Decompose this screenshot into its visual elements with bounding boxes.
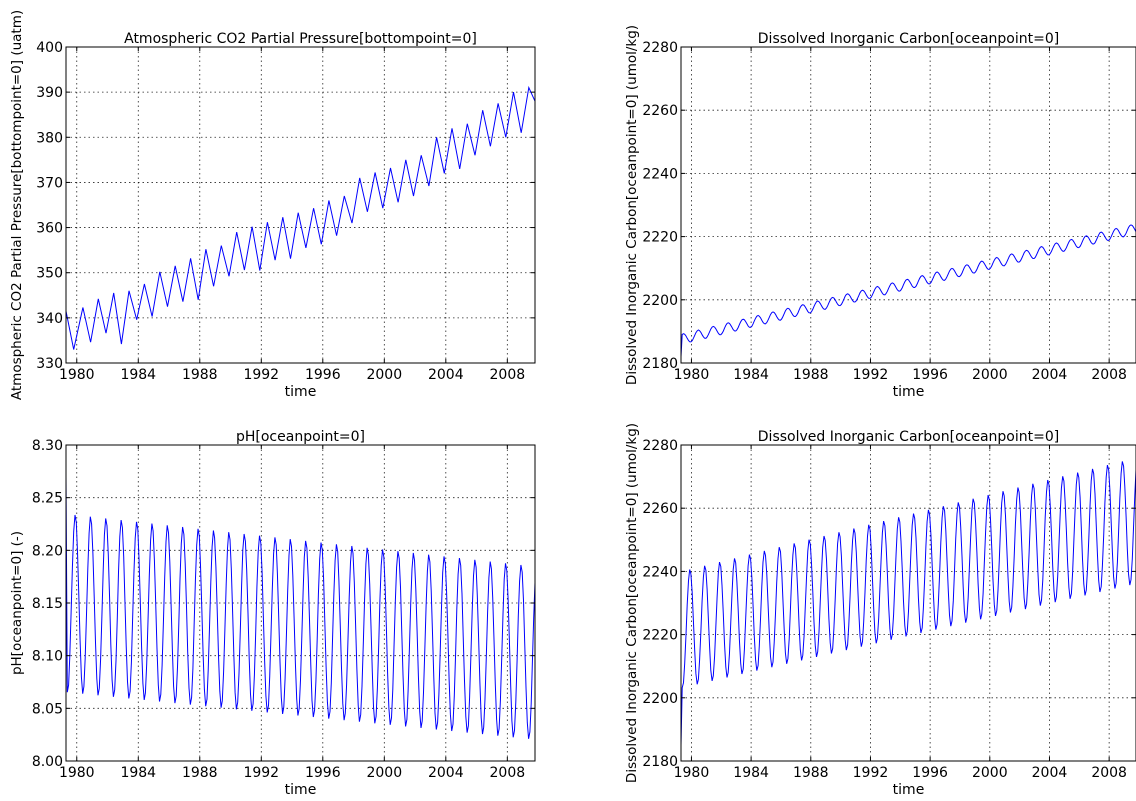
x-tick-label: 2000 bbox=[972, 367, 1008, 383]
x-tick-label: 2000 bbox=[972, 765, 1008, 781]
x-tick-label: 2004 bbox=[428, 765, 464, 781]
y-tick-label: 8.15 bbox=[32, 596, 63, 612]
y-tick-label: 380 bbox=[36, 130, 63, 146]
x-tick-label: 2000 bbox=[366, 765, 402, 781]
x-tick-label: 1980 bbox=[674, 765, 710, 781]
x-tick-label: 1996 bbox=[305, 765, 341, 781]
series-line bbox=[66, 85, 535, 350]
y-axis-label: Dissolved Inorganic Carbon[oceanpoint=0]… bbox=[624, 423, 640, 783]
x-tick-label: 1984 bbox=[733, 765, 769, 781]
y-tick-label: 340 bbox=[36, 311, 63, 327]
x-tick-label: 2008 bbox=[1091, 765, 1127, 781]
y-tick-label: 2180 bbox=[642, 356, 678, 372]
chart-1: 1980 1984 1988 1992 1996 2000 2004 2008 330 340 35… bbox=[9, 10, 536, 400]
y-axis-label: pH[oceanpoint=0] (-) bbox=[9, 531, 25, 675]
x-tick-label: 1988 bbox=[182, 367, 218, 383]
y-tick-label: 360 bbox=[36, 221, 63, 237]
y-axis-label: Atmospheric CO2 Partial Pressure[bottomp… bbox=[9, 10, 25, 400]
chart-title: pH[oceanpoint=0] bbox=[236, 429, 365, 445]
chart-4: 1980 1984 1988 1992 1996 2000 2004 2008 2180 2200… bbox=[624, 423, 1136, 798]
y-tick-label: 8.05 bbox=[32, 701, 63, 717]
x-tick-label: 2004 bbox=[1032, 765, 1068, 781]
y-tick-label: 8.20 bbox=[32, 543, 63, 559]
y-tick-label: 8.10 bbox=[32, 649, 63, 665]
x-tick-label: 1980 bbox=[59, 765, 95, 781]
x-tick-label: 1984 bbox=[733, 367, 769, 383]
x-tick-label: 1996 bbox=[912, 765, 948, 781]
y-tick-label: 2220 bbox=[642, 230, 678, 246]
x-axis-label: time bbox=[285, 782, 317, 798]
x-tick-label: 1992 bbox=[853, 367, 889, 383]
chart-title: Dissolved Inorganic Carbon[oceanpoint=0] bbox=[758, 31, 1059, 47]
series-line bbox=[681, 461, 1136, 746]
x-tick-label: 2000 bbox=[366, 367, 402, 383]
y-tick-label: 2260 bbox=[642, 103, 678, 119]
x-tick-label: 2004 bbox=[1032, 367, 1068, 383]
x-tick-label: 1996 bbox=[912, 367, 948, 383]
chart-title: Dissolved Inorganic Carbon[oceanpoint=0] bbox=[758, 429, 1059, 445]
y-tick-label: 2200 bbox=[642, 293, 678, 309]
x-tick-label: 1984 bbox=[120, 367, 156, 383]
y-tick-label: 2280 bbox=[642, 40, 678, 56]
x-tick-label: 1980 bbox=[59, 367, 95, 383]
y-tick-label: 350 bbox=[36, 266, 63, 282]
y-tick-label: 2180 bbox=[642, 754, 678, 770]
x-axis-label: time bbox=[893, 782, 925, 798]
y-axis-label: Dissolved Inorganic Carbon[oceanpoint=0]… bbox=[624, 25, 640, 385]
x-axis-label: time bbox=[285, 384, 317, 400]
x-tick-label: 1988 bbox=[793, 765, 829, 781]
y-tick-label: 400 bbox=[36, 40, 63, 56]
y-tick-label: 2240 bbox=[642, 564, 678, 580]
y-tick-label: 2200 bbox=[642, 691, 678, 707]
x-tick-label: 1984 bbox=[120, 765, 156, 781]
x-tick-label: 1988 bbox=[793, 367, 829, 383]
x-tick-label: 1992 bbox=[243, 765, 279, 781]
plot-frame bbox=[680, 46, 1136, 364]
y-tick-label: 8.25 bbox=[32, 491, 63, 507]
x-tick-label: 2004 bbox=[428, 367, 464, 383]
y-tick-label: 330 bbox=[36, 356, 63, 372]
y-tick-label: 390 bbox=[36, 85, 63, 101]
x-tick-label: 1980 bbox=[674, 367, 710, 383]
x-tick-label: 1992 bbox=[853, 765, 889, 781]
y-tick-label: 2260 bbox=[642, 501, 678, 517]
y-tick-label: 370 bbox=[36, 175, 63, 191]
y-tick-label: 2240 bbox=[642, 166, 678, 182]
plot-frame bbox=[65, 46, 536, 364]
x-tick-label: 2008 bbox=[490, 367, 526, 383]
plot-frame bbox=[680, 444, 1136, 762]
y-tick-label: 2280 bbox=[642, 438, 678, 454]
series-line bbox=[681, 224, 1136, 357]
series-line bbox=[66, 476, 535, 739]
x-tick-label: 2008 bbox=[490, 765, 526, 781]
y-tick-label: 8.00 bbox=[32, 754, 63, 770]
chart-title: Atmospheric CO2 Partial Pressure[bottomp… bbox=[124, 31, 477, 47]
x-tick-label: 2008 bbox=[1091, 367, 1127, 383]
x-tick-label: 1996 bbox=[305, 367, 341, 383]
chart-2: 1980 1984 1988 1992 1996 2000 2004 2008 2180 2200… bbox=[624, 25, 1136, 400]
y-tick-label: 8.30 bbox=[32, 438, 63, 454]
x-axis-label: time bbox=[893, 384, 925, 400]
y-tick-label: 2220 bbox=[642, 628, 678, 644]
x-tick-label: 1992 bbox=[243, 367, 279, 383]
chart-3: 1980 1984 1988 1992 1996 2000 2004 2008 8.00 8.05… bbox=[9, 429, 536, 798]
x-tick-label: 1988 bbox=[182, 765, 218, 781]
